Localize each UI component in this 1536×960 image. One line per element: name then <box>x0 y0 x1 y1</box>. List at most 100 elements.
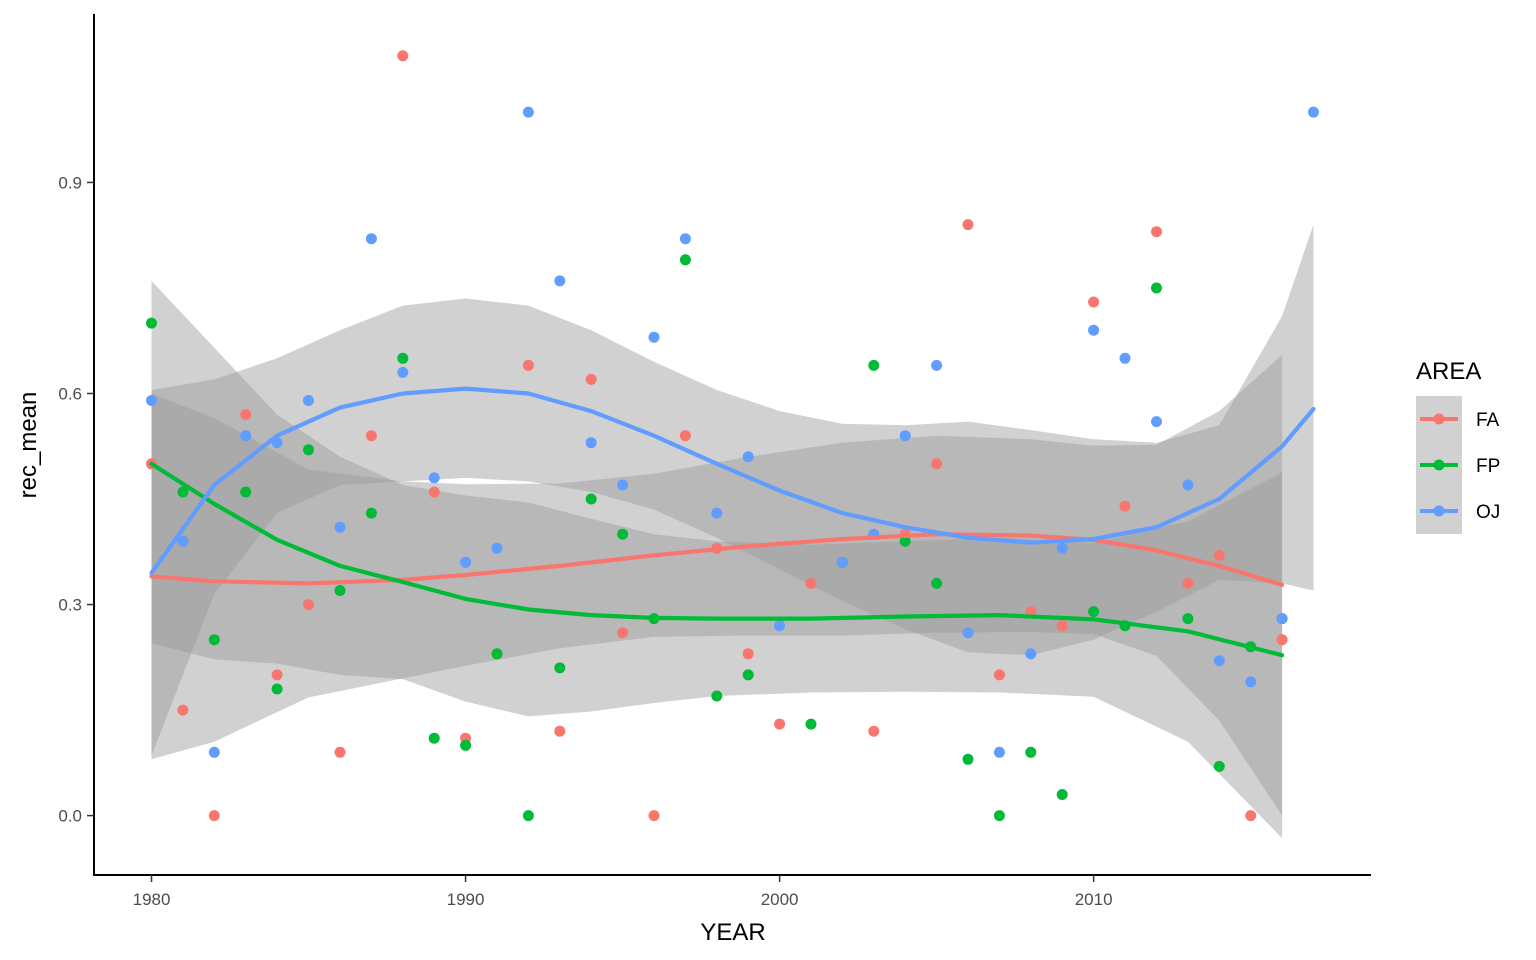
confidence-band-fa <box>151 354 1283 816</box>
point-fa-25 <box>931 458 943 470</box>
point-oj-21 <box>836 556 848 568</box>
point-oj-17 <box>679 233 691 245</box>
point-fp-24 <box>931 577 943 589</box>
axes <box>93 14 1371 876</box>
point-oj-1 <box>177 535 189 547</box>
point-fa-14 <box>585 373 597 385</box>
point-oj-26 <box>993 746 1005 758</box>
point-oj-24 <box>931 359 943 371</box>
point-fp-15 <box>617 528 629 540</box>
point-oj-5 <box>303 395 314 406</box>
point-fa-6 <box>334 746 346 758</box>
point-fa-29 <box>1056 620 1068 632</box>
point-fp-11 <box>491 648 503 660</box>
legend-key-point-oj <box>1433 505 1445 517</box>
point-fa-19 <box>742 648 754 660</box>
point-oj-2 <box>208 746 220 758</box>
point-oj-9 <box>428 472 440 484</box>
point-fp-31 <box>1151 282 1162 294</box>
point-oj-20 <box>774 620 786 632</box>
point-oj-27 <box>1025 648 1037 660</box>
x-tick-label-1990: 1990 <box>447 890 485 909</box>
point-oj-16 <box>648 331 660 343</box>
point-oj-23 <box>899 430 911 442</box>
x-tick-label-2010: 2010 <box>1075 890 1113 909</box>
point-fp-18 <box>711 690 723 702</box>
point-fp-19 <box>742 669 754 681</box>
point-oj-8 <box>397 366 409 378</box>
point-fa-15 <box>617 627 629 639</box>
point-oj-30 <box>1119 352 1131 364</box>
point-fa-35 <box>1245 810 1257 822</box>
point-fa-5 <box>303 599 314 611</box>
point-oj-28 <box>1056 542 1068 554</box>
point-fp-27 <box>1025 746 1037 758</box>
point-oj-31 <box>1151 416 1162 428</box>
point-fa-9 <box>428 486 440 498</box>
point-fa-36 <box>1276 634 1288 646</box>
point-oj-14 <box>585 437 597 449</box>
point-fa-4 <box>271 669 283 681</box>
point-oj-32 <box>1182 479 1194 491</box>
point-fa-33 <box>1182 577 1194 589</box>
point-fa-26 <box>962 219 974 231</box>
point-fa-31 <box>1119 500 1131 512</box>
legend-key-point-fa <box>1433 413 1445 425</box>
y-axis-ticks: 0.0 0.3 0.6 0.9 <box>58 173 94 826</box>
point-fp-23 <box>899 535 911 547</box>
point-fa-1 <box>177 704 189 716</box>
point-oj-15 <box>617 479 629 491</box>
point-fp-29 <box>1088 606 1100 618</box>
smooth-line-oj <box>149 386 1316 575</box>
legend-label-fa: FA <box>1476 410 1500 431</box>
point-oj-13 <box>554 275 566 287</box>
legend: AREA FA FP OJ <box>1416 358 1500 534</box>
point-fp-10 <box>460 739 472 751</box>
point-fp-22 <box>868 359 880 371</box>
point-oj-12 <box>522 106 534 118</box>
legend-label-oj: OJ <box>1476 502 1500 523</box>
point-oj-34 <box>1245 676 1257 688</box>
data-points <box>146 50 1319 822</box>
y-tick-label-3: 0.9 <box>58 173 82 192</box>
point-fa-30 <box>1088 296 1100 308</box>
confidence-band-fp <box>151 280 1283 839</box>
point-fp-6 <box>334 585 346 596</box>
point-fp-1 <box>177 486 189 498</box>
point-fp-12 <box>522 810 534 822</box>
point-fp-25 <box>962 753 974 765</box>
point-fp-0 <box>146 317 157 329</box>
point-fp-14 <box>585 493 597 505</box>
point-fa-34 <box>1213 549 1225 561</box>
x-tick-label-2000: 2000 <box>761 890 799 909</box>
point-fp-20 <box>805 718 817 730</box>
point-fp-13 <box>554 662 566 674</box>
point-fp-17 <box>679 254 691 266</box>
point-fa-12 <box>522 359 534 371</box>
point-oj-33 <box>1213 655 1225 667</box>
point-fa-3 <box>240 409 252 421</box>
y-axis-title: rec_mean <box>15 392 42 499</box>
point-oj-29 <box>1088 324 1100 336</box>
point-oj-25 <box>962 627 974 639</box>
point-oj-35 <box>1276 613 1288 625</box>
legend-key-point-fp <box>1433 459 1445 471</box>
point-fp-4 <box>271 683 283 695</box>
point-oj-3 <box>240 430 252 442</box>
point-fp-2 <box>208 634 220 646</box>
point-fa-7 <box>365 430 377 442</box>
point-fp-32 <box>1182 613 1194 625</box>
legend-title: AREA <box>1416 358 1481 385</box>
point-fa-2 <box>208 810 220 822</box>
point-oj-0 <box>146 395 157 406</box>
point-fp-9 <box>428 732 440 744</box>
smooth-line-fp <box>149 461 1285 658</box>
confidence-bands <box>151 224 1314 839</box>
point-oj-19 <box>742 451 754 463</box>
point-fp-5 <box>303 444 314 456</box>
point-fp-7 <box>365 507 377 519</box>
point-oj-6 <box>334 521 346 533</box>
y-tick-label-1: 0.3 <box>58 596 82 615</box>
point-fp-3 <box>240 486 252 498</box>
